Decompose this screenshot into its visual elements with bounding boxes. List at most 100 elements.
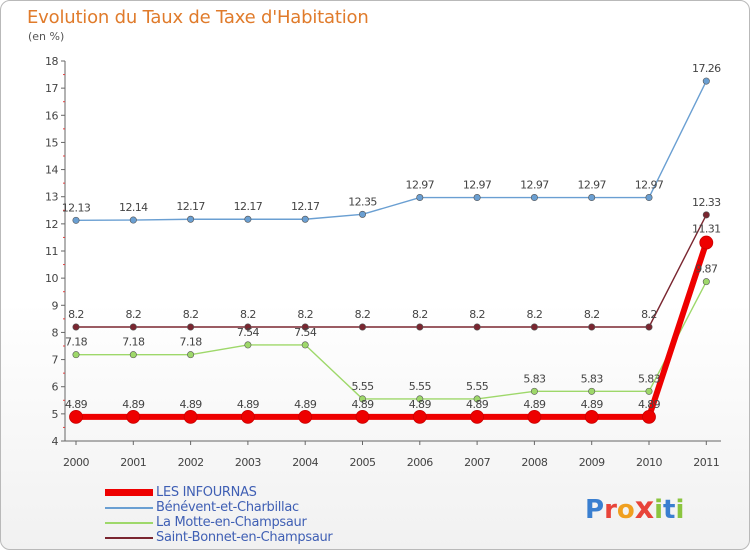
series-line: [75, 80, 707, 222]
data-point: [301, 341, 309, 349]
x-tick-label: 2000: [63, 456, 89, 469]
data-label: 11.31: [692, 223, 721, 236]
data-label: 8.2: [125, 308, 141, 321]
data-point: [645, 194, 653, 202]
data-label: 7.18: [180, 336, 203, 349]
data-point: [645, 387, 653, 395]
x-tick-label: 2008: [521, 456, 547, 469]
data-label: 4.89: [581, 398, 604, 411]
series-line: [76, 214, 707, 328]
data-point: [244, 215, 252, 223]
series-line: [76, 281, 707, 400]
data-label: 12.33: [692, 196, 721, 209]
data-point: [244, 341, 252, 349]
data-label: 12.35: [348, 195, 377, 208]
data-label: 12.14: [119, 201, 148, 214]
y-tick-label: 9: [52, 299, 59, 312]
legend-label: LES INFOURNAS: [156, 485, 257, 500]
data-point: [358, 210, 366, 218]
data-point: [416, 194, 424, 202]
data-point: [588, 194, 596, 202]
data-point: [129, 351, 137, 359]
data-label: 12.17: [176, 200, 205, 213]
data-label: 7.18: [65, 336, 88, 349]
data-label: 7.54: [237, 326, 260, 339]
data-point: [473, 395, 481, 403]
logo-letter: P: [585, 495, 605, 525]
data-label: 8.2: [355, 308, 371, 321]
data-label: 4.89: [351, 398, 374, 411]
data-label: 4.89: [180, 398, 203, 411]
x-tick-label: 2002: [178, 456, 204, 469]
x-tick-label: 2001: [120, 456, 146, 469]
data-point: [129, 323, 137, 331]
data-label: 7.18: [122, 336, 145, 349]
logo-letter: r: [604, 495, 617, 525]
data-point: [72, 216, 80, 224]
logo-letter: o: [616, 495, 635, 525]
y-tick-label: 11: [45, 245, 58, 258]
data-point: [470, 409, 485, 424]
x-tick-label: 2004: [292, 456, 318, 469]
data-label: 4.89: [409, 398, 432, 411]
data-point: [702, 278, 710, 286]
data-label: 12.97: [463, 179, 492, 192]
data-label: 4.89: [466, 398, 489, 411]
data-label: 5.55: [351, 380, 374, 393]
data-point: [702, 77, 710, 85]
data-label: 12.17: [234, 200, 263, 213]
data-label: 5.83: [581, 372, 604, 385]
data-point: [358, 323, 366, 331]
y-tick-label: 8: [52, 326, 59, 339]
y-tick-label: 13: [45, 191, 58, 204]
data-point: [183, 409, 198, 424]
proxiti-logo: Proxiti: [585, 491, 684, 526]
data-point: [530, 194, 538, 202]
data-label: 12.13: [62, 201, 91, 214]
data-point: [187, 323, 195, 331]
y-tick-label: 7: [52, 354, 59, 367]
data-label: 4.89: [65, 398, 88, 411]
x-tick-label: 2007: [464, 456, 490, 469]
chart-unit-label: (en %): [28, 30, 65, 43]
data-point: [699, 235, 714, 250]
data-label: 9.87: [695, 263, 718, 276]
data-point: [588, 323, 596, 331]
data-label: 8.2: [68, 308, 84, 321]
x-tick-label: 2009: [579, 456, 605, 469]
legend-swatch: [105, 507, 153, 509]
data-label: 8.2: [469, 308, 485, 321]
data-point: [416, 395, 424, 403]
data-point: [187, 215, 195, 223]
data-label: 8.2: [584, 308, 600, 321]
data-point: [126, 409, 141, 424]
data-point: [530, 387, 538, 395]
data-label: 8.2: [297, 308, 313, 321]
y-tick-label: 6: [52, 381, 59, 394]
data-label: 7.54: [294, 326, 317, 339]
data-point: [187, 351, 195, 359]
y-tick-label: 4: [52, 435, 59, 448]
logo-letter: i: [654, 495, 664, 525]
data-point: [530, 323, 538, 331]
data-label: 8.2: [240, 308, 256, 321]
data-point: [355, 409, 370, 424]
data-point: [584, 409, 599, 424]
legend-swatch: [105, 537, 153, 539]
data-point: [702, 211, 710, 219]
data-point: [298, 409, 313, 424]
x-tick-label: 2005: [350, 456, 376, 469]
y-tick-label: 18: [45, 55, 58, 68]
data-label: 12.97: [520, 179, 549, 192]
y-tick-label: 14: [45, 164, 58, 177]
data-point: [240, 409, 255, 424]
data-label: 12.97: [406, 179, 435, 192]
legend-swatch: [105, 522, 153, 524]
data-label: 8.2: [641, 308, 657, 321]
data-label: 8.2: [527, 308, 543, 321]
data-point: [69, 409, 83, 424]
series-line: [76, 241, 710, 420]
data-point: [301, 323, 309, 331]
